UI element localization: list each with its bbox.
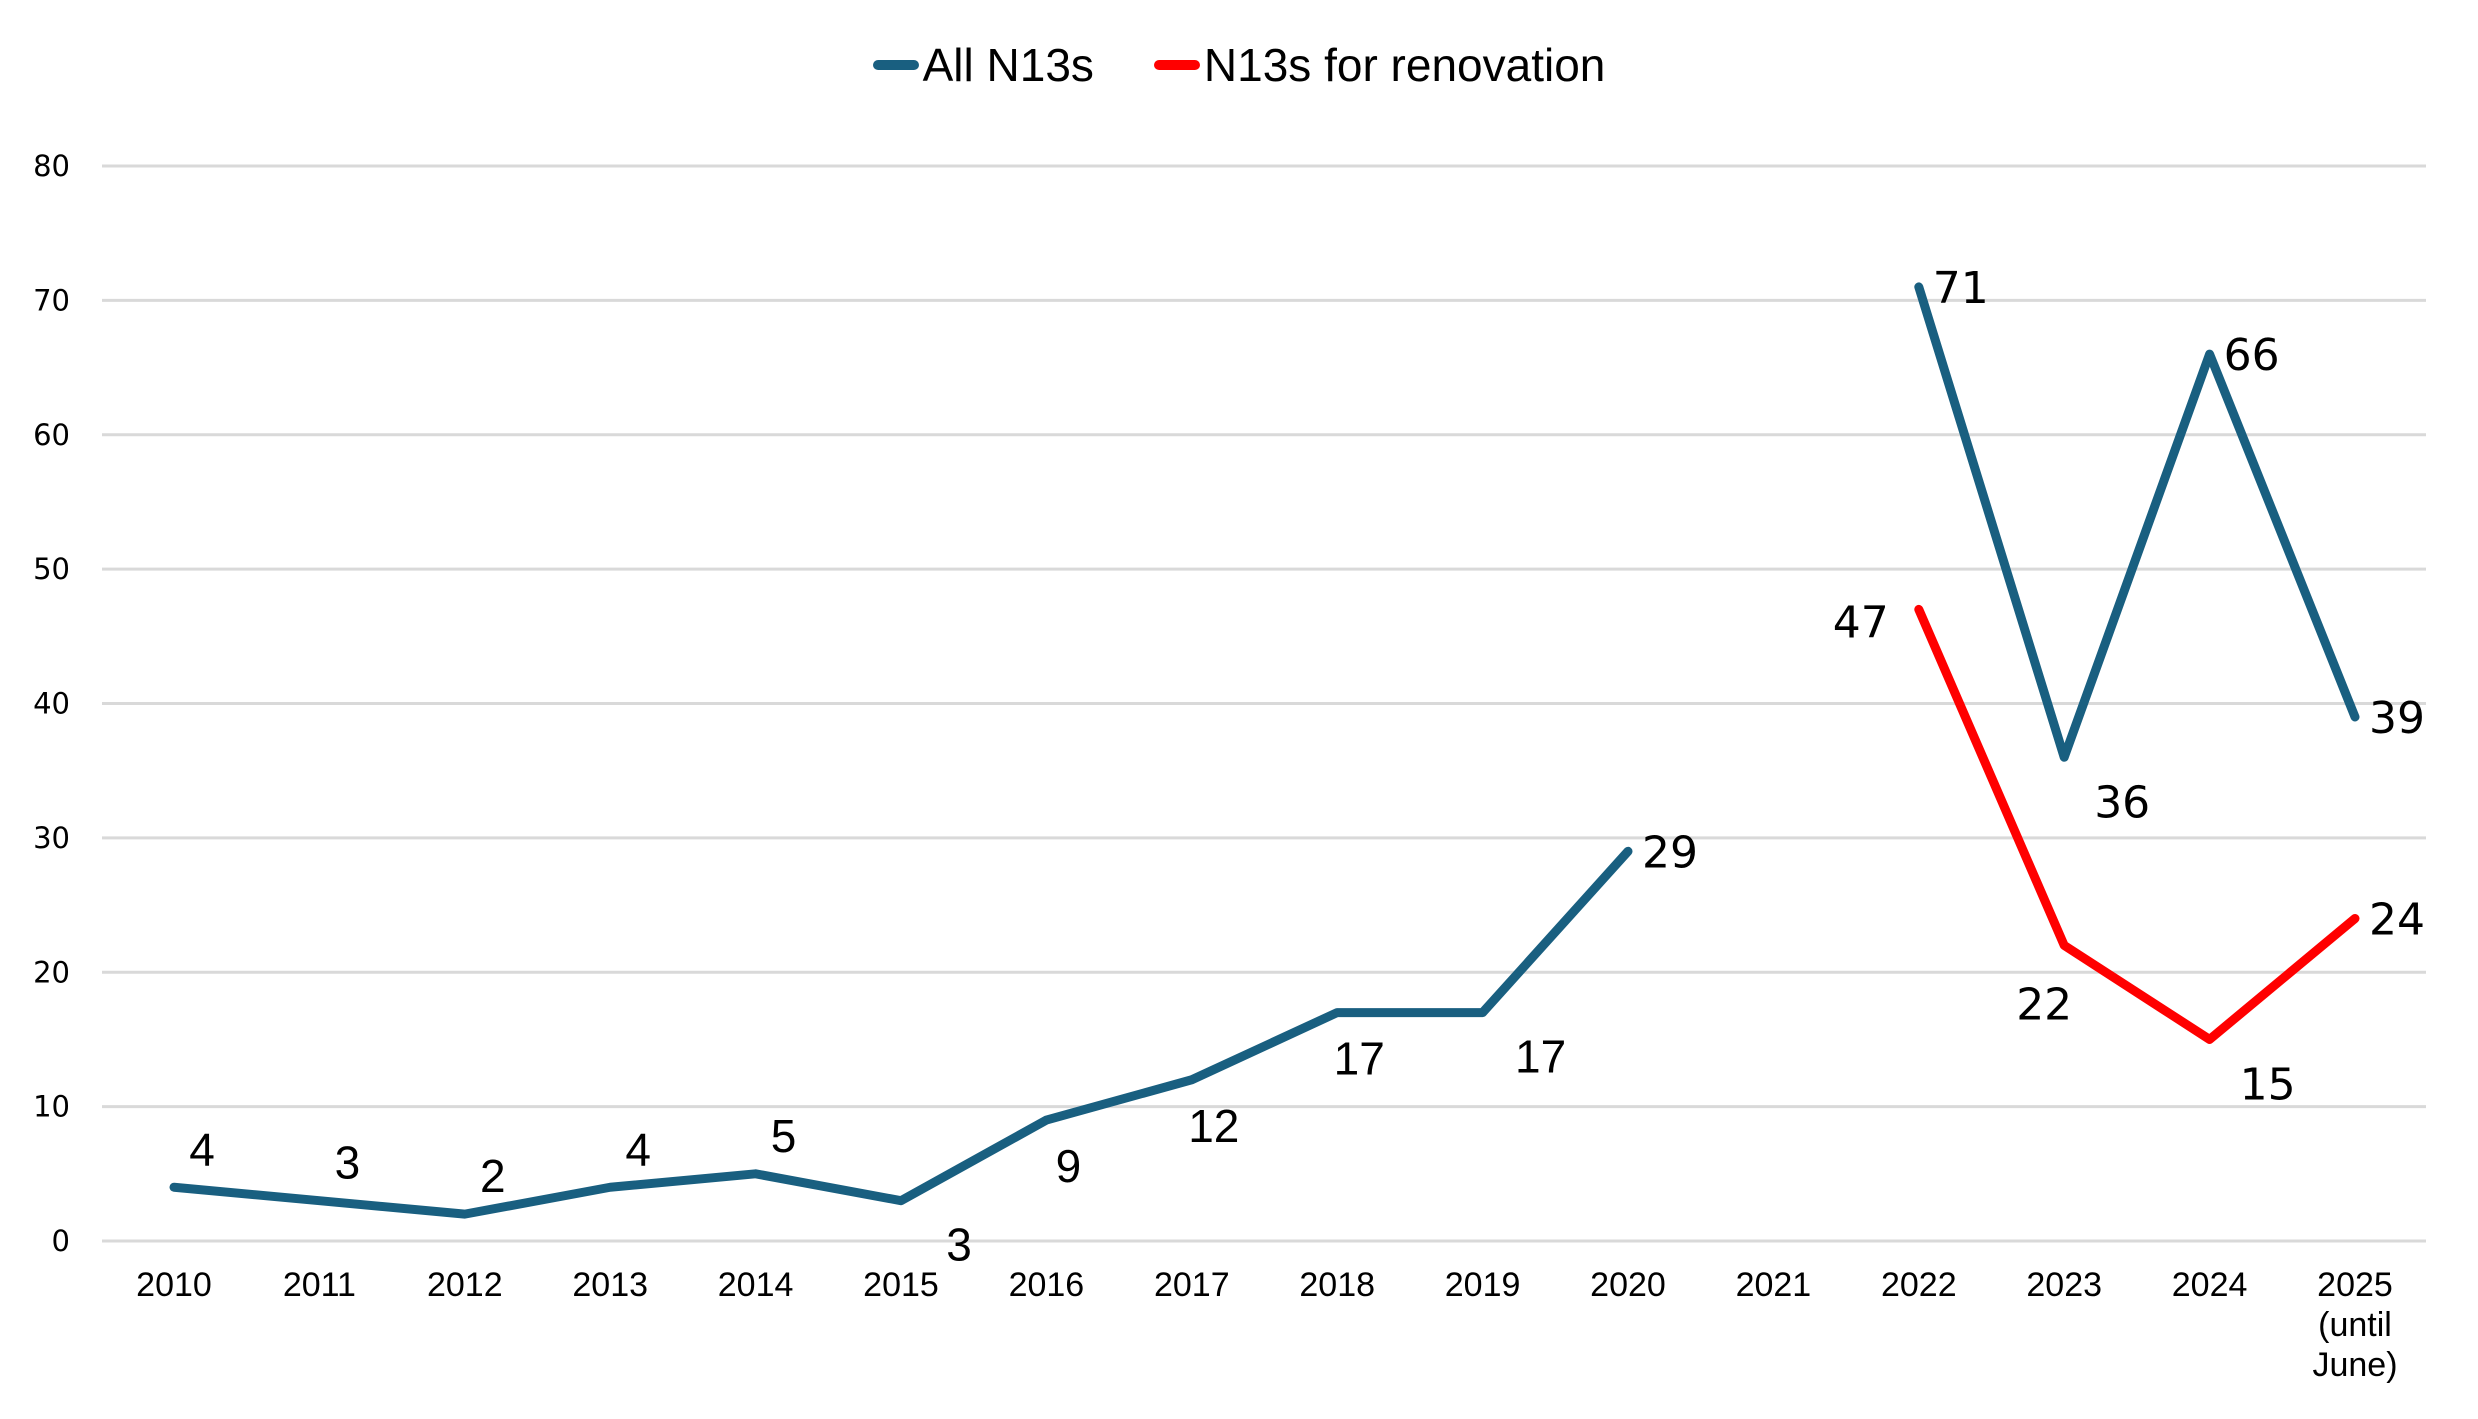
y-tick-label: 0 (52, 1224, 70, 1258)
x-tick-label-line: 2019 (1445, 1266, 1521, 1304)
x-tick-label-line: 2017 (1154, 1266, 1230, 1304)
x-tick-label-line: (until (2318, 1306, 2392, 1344)
data-label: 15 (2240, 1059, 2296, 1110)
y-tick-label: 60 (33, 418, 70, 452)
legend-label-n13s-for-renovation: N13s for renovation (1203, 39, 1606, 91)
data-label: 17 (1334, 1033, 1385, 1085)
series-lines (169, 282, 2360, 1219)
x-tick-label: 2018 (1299, 1266, 1375, 1304)
x-tick-label-line: 2010 (136, 1266, 212, 1304)
x-tick-label-line: 2012 (427, 1266, 503, 1304)
x-tick-label: 2023 (2026, 1266, 2102, 1304)
data-label: 47 (1833, 597, 1889, 648)
x-tick-label-line: 2014 (718, 1266, 794, 1304)
data-label: 36 (2094, 777, 2150, 828)
series-line-n13s-for-renovation-segment-1 (1914, 604, 2360, 1044)
x-tick-label: 2020 (1590, 1266, 1666, 1304)
x-tick-label: 2011 (283, 1266, 356, 1304)
x-tick-label-line: 2015 (863, 1266, 939, 1304)
y-tick-label: 10 (33, 1090, 70, 1124)
x-tick-label-line: 2021 (1736, 1266, 1812, 1304)
x-tick-label-line: 2018 (1299, 1266, 1375, 1304)
legend-item-all-n13s: All N13s (872, 38, 1094, 92)
data-label: 24 (2369, 895, 2425, 946)
data-label: 71 (1933, 263, 1989, 314)
x-tick-label: 2013 (572, 1266, 648, 1304)
data-label: 4 (189, 1123, 215, 1175)
x-tick-label-line: 2013 (572, 1266, 648, 1304)
legend-label-all-n13s: All N13s (922, 39, 1094, 91)
y-tick-label: 40 (33, 687, 70, 721)
legend: All N13s N13s for renovation (0, 38, 2478, 92)
x-tick-label-line: 2020 (1590, 1266, 1666, 1304)
x-tick-label-line: 2023 (2026, 1266, 2102, 1304)
y-tick-label: 30 (33, 821, 70, 855)
x-tick-label-line: June) (2312, 1346, 2397, 1384)
y-tick-label: 80 (33, 149, 70, 183)
x-tick-label: 2019 (1445, 1266, 1521, 1304)
data-label: 2 (480, 1150, 506, 1202)
data-label: 4 (625, 1123, 651, 1175)
data-label: 66 (2224, 330, 2280, 381)
data-label: 9 (1056, 1140, 1082, 1192)
x-tick-label: 2022 (1881, 1266, 1957, 1304)
x-tick-label: 2025 (until June) (2312, 1266, 2397, 1384)
x-tick-label: 2021 (1736, 1266, 1812, 1304)
x-tick-label: 2014 (718, 1266, 794, 1304)
y-tick-label: 50 (33, 552, 70, 586)
data-label: 3 (946, 1219, 972, 1271)
y-axis-ticks: 0 10 20 30 40 50 60 70 80 (33, 149, 70, 1258)
data-label: 39 (2369, 693, 2425, 744)
x-axis-ticks: 2010 2011 2012 2013 2014 2015 2016 2017 2018 2019… (136, 1266, 2397, 1384)
y-tick-label: 70 (33, 283, 70, 317)
data-label: 5 (771, 1110, 797, 1162)
data-label: 3 (335, 1137, 361, 1189)
legend-swatch-all-n13s (872, 60, 919, 70)
data-label: 22 (2016, 979, 2072, 1030)
x-tick-label-line: 2022 (1881, 1266, 1957, 1304)
x-tick-label: 2016 (1009, 1266, 1085, 1304)
legend-item-n13s-for-renovation: N13s for renovation (1153, 38, 1606, 92)
series-line-all-n13s-segment-2 (1914, 282, 2360, 762)
x-tick-label-line: 2016 (1009, 1266, 1085, 1304)
gridlines (102, 164, 2426, 1243)
legend-swatch-n13s-for-renovation (1153, 60, 1200, 70)
data-label: 29 (1642, 827, 1698, 878)
x-tick-label-line: 2025 (2317, 1266, 2393, 1304)
x-tick-label: 2015 (863, 1266, 939, 1304)
series-line-all-n13s-segment-1 (169, 846, 1633, 1219)
data-label: 17 (1515, 1031, 1566, 1083)
x-tick-label: 2010 (136, 1266, 212, 1304)
x-tick-label: 2024 (2172, 1266, 2248, 1304)
data-label: 12 (1188, 1100, 1239, 1152)
x-tick-label: 2017 (1154, 1266, 1230, 1304)
x-tick-label-line: 2011 (283, 1266, 356, 1304)
x-tick-label: 2012 (427, 1266, 503, 1304)
x-tick-label-line: 2024 (2172, 1266, 2248, 1304)
y-tick-label: 20 (33, 955, 70, 989)
